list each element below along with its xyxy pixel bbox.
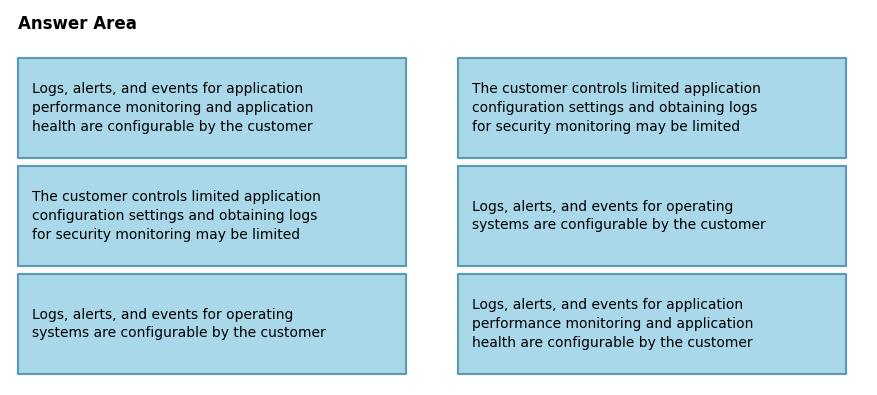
FancyBboxPatch shape (458, 166, 846, 266)
FancyBboxPatch shape (18, 58, 406, 158)
Text: Logs, alerts, and events for application
performance monitoring and application
: Logs, alerts, and events for application… (32, 82, 313, 134)
Text: The customer controls limited application
configuration settings and obtaining l: The customer controls limited applicatio… (32, 190, 321, 242)
FancyBboxPatch shape (18, 274, 406, 374)
Text: Answer Area: Answer Area (18, 15, 137, 33)
Text: Logs, alerts, and events for application
performance monitoring and application
: Logs, alerts, and events for application… (472, 298, 753, 350)
FancyBboxPatch shape (458, 274, 846, 374)
Text: Logs, alerts, and events for operating
systems are configurable by the customer: Logs, alerts, and events for operating s… (32, 308, 325, 340)
Text: Logs, alerts, and events for operating
systems are configurable by the customer: Logs, alerts, and events for operating s… (472, 199, 766, 233)
Text: The customer controls limited application
configuration settings and obtaining l: The customer controls limited applicatio… (472, 82, 761, 134)
FancyBboxPatch shape (458, 58, 846, 158)
FancyBboxPatch shape (18, 166, 406, 266)
